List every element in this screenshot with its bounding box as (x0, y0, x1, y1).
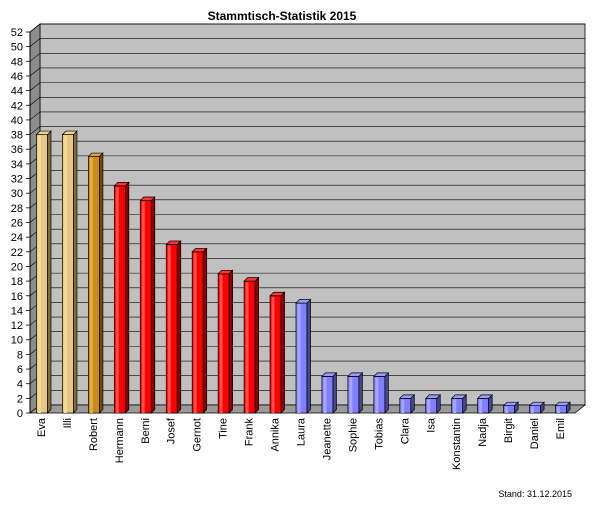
y-tick-label: 32 (11, 174, 23, 186)
x-tick-label: Sophie (347, 418, 359, 452)
gridline-side (29, 23, 41, 33)
bar-tobias (373, 372, 390, 414)
x-tick-label: Hermann (114, 418, 126, 463)
y-tick-label: 38 (11, 130, 23, 142)
x-tick-label: Clara (399, 417, 411, 444)
y-tick-label: 20 (11, 261, 23, 273)
y-tick-label: 52 (11, 27, 23, 39)
y-tick-label: 24 (11, 232, 23, 244)
bar-daniel (528, 401, 545, 414)
bar-clara (398, 394, 416, 414)
x-tick-label: Jeanette (321, 418, 333, 460)
y-tick-label: 14 (11, 305, 23, 317)
x-tick-label: Annika (270, 417, 282, 452)
y-tick-label: 10 (11, 335, 23, 347)
x-tick-label: Josef (166, 417, 178, 444)
bar-tine (217, 269, 234, 414)
y-tick-label: 0 (17, 408, 23, 420)
gridline-side (29, 53, 41, 62)
gridline-side (29, 126, 41, 135)
gridline-side (29, 111, 41, 121)
x-tick-label: Laura (296, 417, 308, 446)
x-tick-label: Berni (140, 418, 152, 444)
plot-area (28, 23, 587, 414)
y-tick-label: 2 (17, 393, 23, 405)
y-tick-label: 46 (11, 71, 23, 83)
y-tick-label: 34 (11, 159, 23, 171)
x-tick-label: Robert (88, 418, 100, 451)
y-tick-label: 12 (11, 320, 23, 332)
bars (35, 130, 571, 414)
x-tick-label: Eva (36, 417, 48, 437)
x-tick-label: Illi (62, 418, 74, 428)
x-tick-label: Konstantin (451, 418, 463, 470)
y-tick-label: 48 (11, 56, 23, 68)
y-tick-label: 18 (11, 276, 23, 288)
y-tick-label: 40 (11, 115, 23, 127)
chart-title: Stammtisch-Statistik 2015 (208, 9, 357, 23)
y-tick-label: 8 (17, 349, 23, 361)
bar-sophie (347, 372, 364, 414)
bar-josef (165, 240, 182, 414)
bar-illi (61, 130, 78, 414)
x-tick-label: Birgit (503, 418, 515, 443)
x-tick-label: Nadja (477, 417, 489, 447)
y-tick-label: 22 (11, 247, 23, 259)
bar-hermann (113, 181, 130, 414)
bar-gernot (191, 247, 208, 414)
gridline-side (29, 38, 41, 47)
gridline-side (29, 67, 41, 77)
x-tick-label: Emil (555, 418, 567, 439)
bar-emil (554, 401, 571, 414)
y-tick-label: 4 (17, 379, 23, 391)
x-tick-label: Frank (244, 418, 256, 447)
bar-berni (139, 196, 156, 414)
bar-konstantin (450, 394, 468, 414)
gridline-side (29, 97, 41, 106)
y-tick-label: 6 (17, 364, 23, 376)
y-tick-label: 30 (11, 188, 23, 200)
y-tick-label: 50 (11, 42, 23, 54)
bar-jeanette (321, 372, 338, 414)
footnote: Stand: 31.12.2015 (498, 489, 572, 499)
x-tick-label: Tobias (373, 418, 385, 450)
bar-frank (243, 276, 260, 414)
y-tick-label: 36 (11, 144, 23, 156)
bar-nadja (476, 394, 494, 414)
x-tick-label: Isa (425, 417, 437, 433)
x-tick-label: Tine (218, 418, 230, 439)
bar-isa (424, 394, 442, 414)
bar-birgit (502, 401, 519, 414)
y-tick-label: 26 (11, 218, 23, 230)
y-tick-label: 42 (11, 100, 23, 112)
x-axis: Eva Illi Robert Hermann Berni Josef Gernot Tine… (36, 417, 567, 470)
y-tick-label: 16 (11, 291, 23, 303)
bar-annika (269, 291, 286, 414)
bar-eva (35, 130, 52, 414)
bar-robert (87, 152, 104, 414)
bar-laura (295, 298, 312, 414)
gridline-side (29, 82, 41, 91)
y-tick-label: 44 (11, 86, 23, 98)
y-axis: 0246810121416182022242628303234363840424… (11, 27, 31, 420)
y-tick-label: 28 (11, 203, 23, 215)
x-tick-label: Gernot (192, 418, 204, 452)
x-tick-label: Daniel (529, 418, 541, 449)
